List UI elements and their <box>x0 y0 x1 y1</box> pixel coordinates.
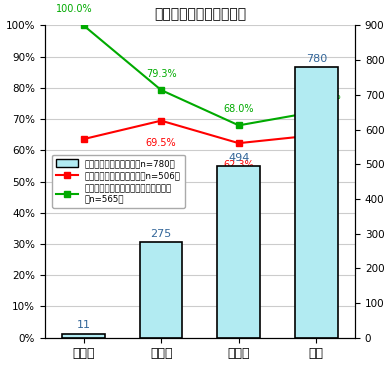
Text: 100.0%: 100.0% <box>56 4 92 15</box>
Text: 69.5%: 69.5% <box>146 138 176 148</box>
Text: 275: 275 <box>151 229 172 239</box>
Text: 780: 780 <box>306 53 327 64</box>
Bar <box>295 67 338 338</box>
Legend: 対策が必要な市町村数（n=780）, 対策実施中の市町村割合（n=506）, 民間事業者が参入している市町村割合
（n=565）: 対策が必要な市町村数（n=780）, 対策実施中の市町村割合（n=506）, 民… <box>52 155 185 208</box>
Text: 11: 11 <box>76 321 90 330</box>
Text: 62.3%: 62.3% <box>223 160 254 170</box>
Bar <box>62 334 105 338</box>
Text: 68.0%: 68.0% <box>223 104 254 115</box>
Title: 対策の実施状況について: 対策の実施状況について <box>154 7 246 22</box>
Bar <box>217 166 260 338</box>
Text: 64.9%: 64.9% <box>301 152 331 162</box>
Text: 72.4%: 72.4% <box>310 91 341 101</box>
Bar <box>140 242 183 338</box>
Text: 79.3%: 79.3% <box>146 69 176 79</box>
Text: 494: 494 <box>228 153 250 163</box>
Text: 63.6%: 63.6% <box>68 156 99 166</box>
